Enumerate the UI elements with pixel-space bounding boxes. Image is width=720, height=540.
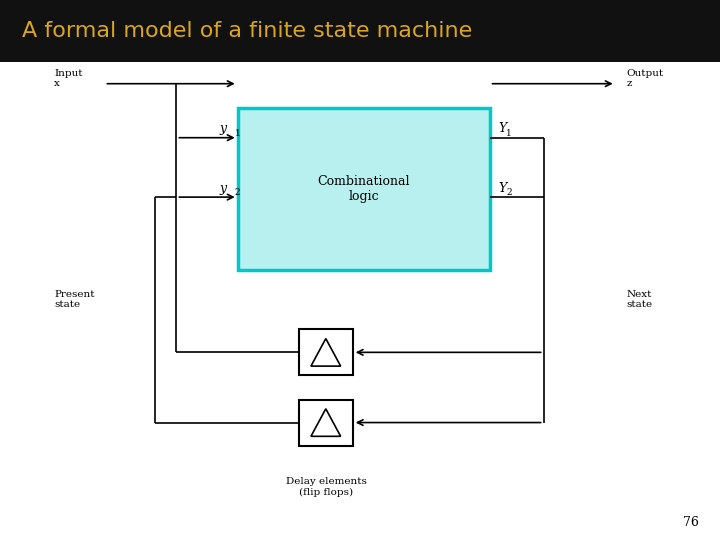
Text: y: y — [220, 181, 227, 195]
Text: Next
state: Next state — [626, 290, 652, 309]
Bar — [238, 108, 490, 270]
Text: Y: Y — [498, 122, 506, 136]
Text: Output
z: Output z — [626, 69, 664, 88]
Text: 76: 76 — [683, 516, 698, 529]
Text: 1: 1 — [235, 129, 240, 138]
Bar — [299, 400, 353, 446]
Text: Present
state: Present state — [54, 290, 94, 309]
Text: Combinational
logic: Combinational logic — [318, 175, 410, 203]
Bar — [0, 0, 720, 62]
Text: Input
x: Input x — [54, 69, 83, 88]
Text: Delay elements
(flip flops): Delay elements (flip flops) — [286, 477, 366, 497]
Text: Y: Y — [498, 181, 506, 195]
Text: y: y — [220, 122, 227, 136]
Polygon shape — [311, 339, 341, 366]
Text: 2: 2 — [235, 188, 240, 198]
Polygon shape — [311, 409, 341, 436]
Text: A formal model of a finite state machine: A formal model of a finite state machine — [22, 21, 472, 41]
Bar — [299, 329, 353, 375]
Text: 1: 1 — [506, 129, 512, 138]
Text: 2: 2 — [506, 188, 512, 198]
